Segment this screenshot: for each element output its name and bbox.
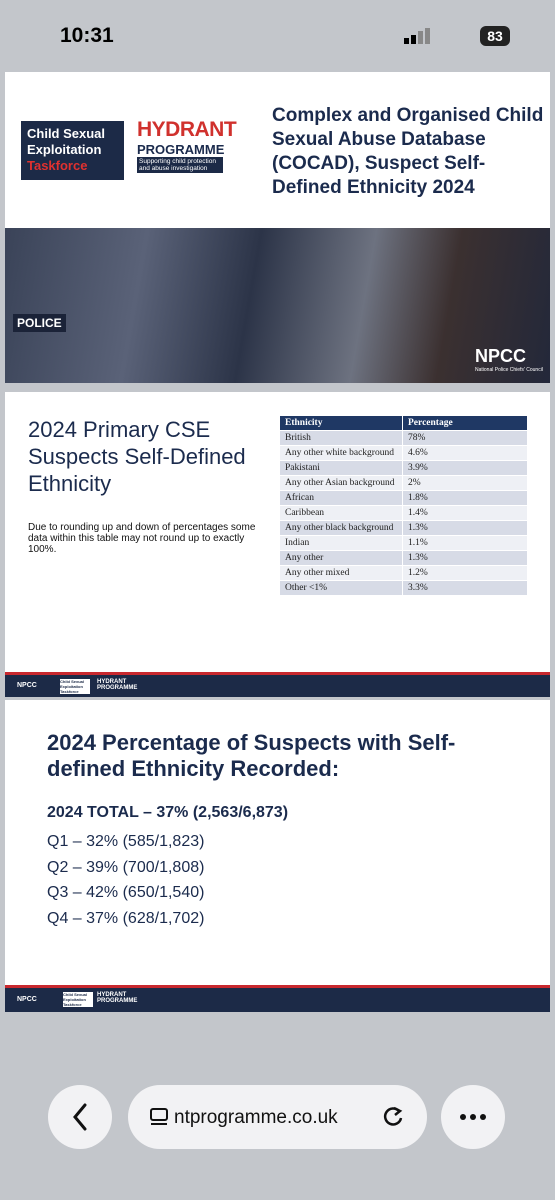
footer-hydrant: HYDRANT PROGRAMME — [97, 992, 138, 1004]
footer-npcc: NPCC — [17, 682, 37, 689]
table-row: Any other 1.3% — [279, 550, 528, 566]
percentage-cell: 3.3% — [402, 580, 528, 596]
logo-text: Taskforce — [27, 158, 88, 173]
more-icon — [460, 1114, 486, 1120]
slide-title: Complex and Organised Child Sexual Abuse… — [272, 105, 544, 198]
hydrant-logo: HYDRANT PROGRAMME Supporting child prote… — [137, 118, 237, 173]
footer-cse: Child Sexual Exploitation Taskforce — [60, 679, 90, 694]
ethnicity-cell: British — [279, 430, 403, 446]
logo-text: HYDRANT — [137, 118, 237, 141]
percentage-cell: 1.3% — [402, 550, 528, 566]
slide-title: 2024 Primary CSE Suspects Self-Defined E… — [28, 417, 246, 496]
reader-icon — [150, 1108, 168, 1125]
total-line: 2024 TOTAL – 37% (2,563/6,873) — [47, 804, 289, 821]
battery: 83 — [480, 26, 510, 46]
table-row: Caribbean 1.4% — [279, 505, 528, 521]
reload-icon[interactable] — [380, 1104, 406, 1130]
percentage-cell: 1.3% — [402, 520, 528, 536]
quarter-line: Q3 – 42% (650/1,540) — [47, 884, 205, 901]
back-icon — [73, 1103, 87, 1131]
percentage-cell: 4.6% — [402, 445, 528, 461]
photo-text: POLICE — [13, 314, 66, 332]
table-row: Any other Asian background 2% — [279, 475, 528, 491]
percentage-cell: 3.9% — [402, 460, 528, 476]
table-row: Any other mixed 1.2% — [279, 565, 528, 581]
ethnicity-cell: Any other mixed — [279, 565, 403, 581]
footer: NPCC Child Sexual Exploitation Taskforce… — [5, 985, 550, 1012]
logo-text: Child Sexual — [27, 126, 106, 141]
header-row: Ethnicity Percentage — [279, 415, 528, 431]
back-button[interactable] — [48, 1085, 112, 1149]
percentage-cell: 1.2% — [402, 565, 528, 581]
more-button[interactable] — [441, 1085, 505, 1149]
quarter-line: Q4 – 37% (628/1,702) — [47, 909, 205, 927]
quarter-line: Q2 – 39% (700/1,808) — [47, 858, 205, 876]
photo-banner: POLICE NPCC National Police Chiefs' Coun… — [5, 228, 550, 383]
ethnicity-cell: Caribbean — [279, 505, 403, 521]
table-row: Indian 1.1% — [279, 535, 528, 551]
table-row: British 78% — [279, 430, 528, 446]
npcc-text: National Police Chiefs' Council — [475, 367, 543, 373]
slide-2: 2024 Primary CSE Suspects Self-Defined E… — [5, 392, 550, 697]
logo-text: PROGRAMME — [137, 142, 225, 157]
time: 10:31 — [60, 24, 114, 47]
table-row: Any other black background 1.3% — [279, 520, 528, 536]
table-wrap: Ethnicity Percentage British 78% Any other… — [279, 415, 528, 596]
percentage-cell: 2% — [402, 475, 528, 491]
slide-3: 2024 Percentage of Suspects with Self-de… — [5, 700, 550, 1012]
table-row: African 1.8% — [279, 490, 528, 506]
url: ntprogramme.co.uk — [174, 1107, 338, 1128]
quarter-line: Q1 – 32% (585/1,823) — [47, 833, 205, 850]
ethnicity-cell: Indian — [279, 535, 403, 551]
address-bar[interactable]: ntprogramme.co.uk — [128, 1085, 427, 1149]
percentage-cell: 78% — [402, 430, 528, 446]
ethnicity-cell: Any other black background — [279, 520, 403, 536]
footer-hydrant: HYDRANT PROGRAMME — [97, 679, 138, 691]
slide-1: Child Sexual Exploitation Taskforce HYDR… — [5, 72, 550, 383]
footer: NPCC Child Sexual Exploitation Taskforce… — [5, 672, 550, 697]
table-row: Any other white background 4.6% — [279, 445, 528, 461]
percentage-cell: 1.1% — [402, 535, 528, 551]
header-cell: Ethnicity — [279, 415, 403, 431]
ethnicity-cell: Any other — [279, 550, 403, 566]
ethnicity-cell: African — [279, 490, 403, 506]
ethnicity-table: Ethnicity Percentage British 78% Any other… — [279, 415, 528, 596]
cse-logo: Child Sexual Exploitation Taskforce — [21, 121, 124, 180]
header-cell: Percentage — [402, 415, 528, 431]
table-row: Other <1% 3.3% — [279, 580, 528, 596]
ethnicity-cell: Any other white background — [279, 445, 403, 461]
ethnicity-cell: Pakistani — [279, 460, 403, 476]
ethnicity-cell: Other <1% — [279, 580, 403, 596]
footer-npcc: NPCC — [17, 996, 37, 1003]
percentage-cell: 1.4% — [402, 505, 528, 521]
note: Due to rounding up and down of percentag… — [28, 522, 256, 555]
logo-text: Supporting child protection and abuse in… — [137, 157, 223, 173]
signal — [404, 28, 432, 44]
quarters: Q1 – 32% (585/1,823) Q2 – 39% (700/1,808)… — [47, 829, 204, 931]
footer-cse: Child Sexual Exploitation Taskforce — [63, 992, 93, 1007]
slide-title: 2024 Percentage of Suspects with Self-de… — [47, 730, 456, 781]
npcc-logo: NPCC — [475, 346, 527, 366]
logo-text: Exploitation — [27, 142, 102, 157]
table-row: Pakistani 3.9% — [279, 460, 528, 476]
ethnicity-cell: Any other Asian background — [279, 475, 403, 491]
percentage-cell: 1.8% — [402, 490, 528, 506]
